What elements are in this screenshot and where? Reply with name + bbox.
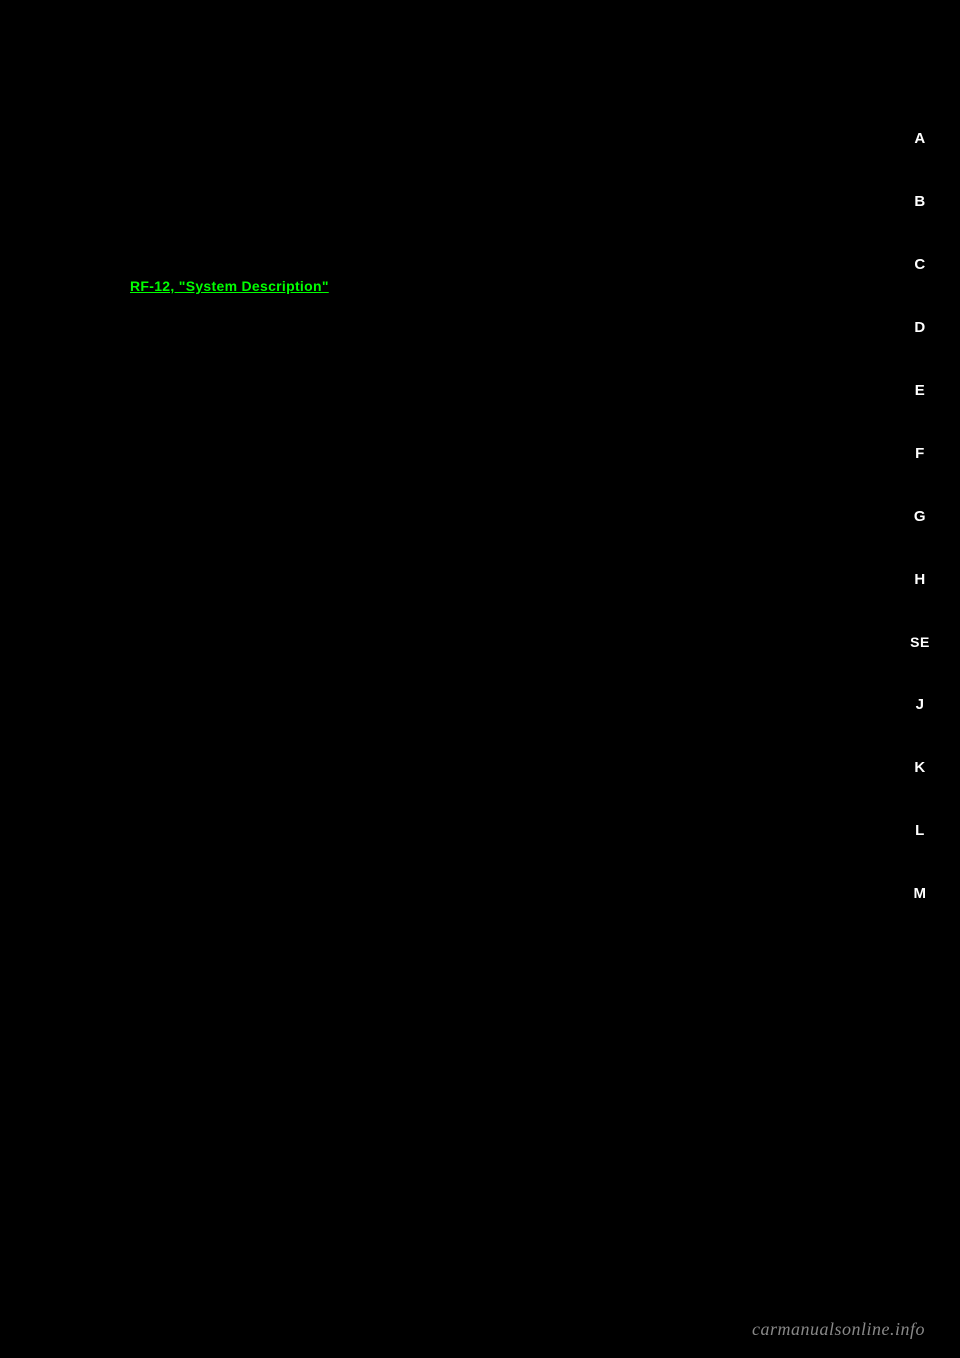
nav-item-e[interactable]: E xyxy=(915,382,926,399)
nav-item-m[interactable]: M xyxy=(914,885,927,902)
nav-item-a[interactable]: A xyxy=(914,130,925,147)
nav-item-b[interactable]: B xyxy=(914,193,925,210)
footer-watermark: carmanualsonline.info xyxy=(752,1319,925,1340)
nav-item-f[interactable]: F xyxy=(915,445,925,462)
reference-link[interactable]: RF-12, "System Description" xyxy=(130,278,329,294)
nav-item-l[interactable]: L xyxy=(915,822,925,839)
side-nav: A B C D E F G H SE J K L M xyxy=(900,130,940,902)
nav-item-se[interactable]: SE xyxy=(910,634,930,650)
nav-item-h[interactable]: H xyxy=(914,571,925,588)
nav-item-j[interactable]: J xyxy=(916,696,925,713)
content-area: RF-12, "System Description" xyxy=(130,278,830,296)
nav-item-k[interactable]: K xyxy=(914,759,925,776)
nav-item-c[interactable]: C xyxy=(914,256,925,273)
nav-item-d[interactable]: D xyxy=(914,319,925,336)
nav-item-g[interactable]: G xyxy=(914,508,926,525)
